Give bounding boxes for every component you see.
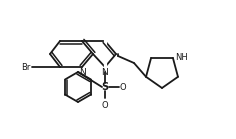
Text: O: O [120, 83, 127, 91]
Text: NH: NH [175, 54, 188, 62]
Text: N: N [102, 68, 108, 77]
Text: Br: Br [22, 63, 31, 71]
Text: S: S [101, 82, 109, 92]
Text: O: O [102, 101, 108, 110]
Text: N: N [79, 68, 85, 77]
